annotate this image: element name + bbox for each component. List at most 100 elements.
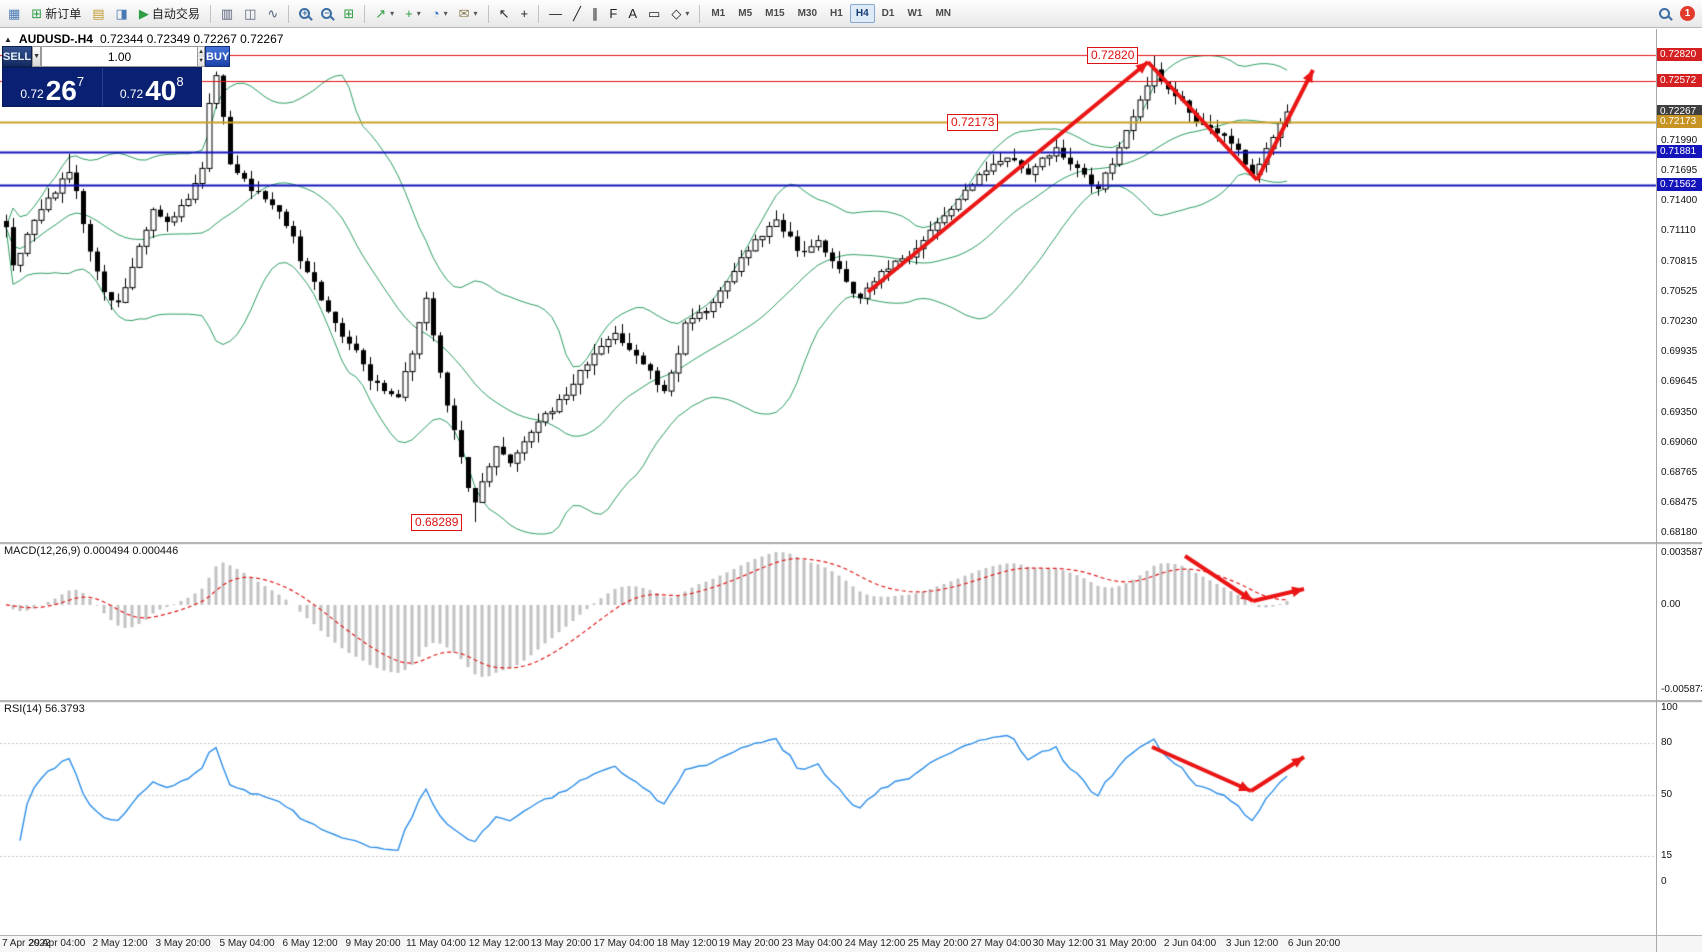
- fibonacci-tool-icon-glyph: F: [609, 6, 618, 21]
- time-axis-label: 7 Apr 2022: [2, 938, 51, 949]
- macd-scale-label: 0.00: [1661, 599, 1681, 610]
- shapes-tool-icon[interactable]: ◇ ▾: [666, 3, 694, 25]
- panel-divider-macd[interactable]: [0, 542, 1702, 545]
- search-icon[interactable]: [1654, 3, 1675, 25]
- crosshair-icon-glyph: +: [520, 6, 529, 21]
- stepper-down-icon[interactable]: ▼: [198, 56, 205, 66]
- zoom-in-icon[interactable]: +: [294, 3, 315, 25]
- timeframe-d1[interactable]: D1: [881, 8, 895, 19]
- timeframe-m30[interactable]: M30: [797, 8, 818, 19]
- timeframe-h4[interactable]: H4: [849, 4, 875, 23]
- magnifier-glyph: +: [299, 8, 311, 19]
- channel-tool-icon[interactable]: ∥: [587, 3, 604, 25]
- add-indicator-icon-glyph: +: [405, 6, 413, 21]
- label-tool-icon-glyph: ▭: [648, 6, 661, 21]
- timeframe-h1[interactable]: H1: [830, 8, 843, 19]
- trendline-tool-icon[interactable]: ╱: [568, 3, 586, 25]
- magnifier-glyph: [1659, 8, 1670, 19]
- price-tag: 0.72572: [1657, 73, 1702, 87]
- order-options-dropdown[interactable]: ▼: [32, 46, 42, 67]
- new-order-button-glyph: ⊞: [31, 6, 43, 21]
- fibonacci-tool-icon[interactable]: F: [604, 3, 622, 25]
- collapse-triangle-icon[interactable]: ▲: [4, 34, 12, 44]
- indicators-icon[interactable]: ↗ ▾: [370, 3, 399, 25]
- price-scale-tick: 0.71695: [1661, 164, 1698, 176]
- shapes-tool-icon-glyph: ◇: [671, 6, 682, 21]
- volume-stepper[interactable]: ▲ ▼: [198, 46, 206, 67]
- tile-windows-icon[interactable]: ⊞: [338, 3, 359, 25]
- line-chart-icon[interactable]: ∿: [262, 3, 283, 25]
- price-annotation[interactable]: 0.72173: [947, 113, 999, 131]
- timeframe-m5[interactable]: M5: [738, 8, 753, 19]
- chevron-down-icon: ▾: [390, 9, 395, 18]
- timeframe-w1[interactable]: W1: [907, 8, 923, 19]
- buy-button[interactable]: BUY: [205, 46, 231, 67]
- timeframe-mn[interactable]: MN: [935, 8, 951, 19]
- toolbar-separator: [699, 4, 701, 23]
- timeframe-m15[interactable]: M15: [765, 8, 785, 19]
- cursor-icon[interactable]: ↖: [494, 3, 515, 25]
- charts-icon[interactable]: ▦: [3, 3, 25, 25]
- price-annotation[interactable]: 0.72820: [1087, 47, 1139, 64]
- volume-input[interactable]: [41, 46, 199, 67]
- toolbar-separator: [538, 4, 540, 23]
- toolbar-separator: [364, 4, 366, 23]
- timeframe-m1[interactable]: M1: [711, 8, 726, 19]
- autotrading-button[interactable]: ▶ 自动交易: [134, 3, 205, 25]
- buy-price-main: 0.72: [119, 87, 144, 101]
- price-scale-tick: 0.69060: [1661, 436, 1698, 448]
- time-axis-label: 25 May 20:00: [907, 938, 969, 949]
- hline-tool-icon[interactable]: —: [544, 3, 567, 25]
- zoom-out-icon[interactable]: −: [316, 3, 337, 25]
- add-indicator-icon[interactable]: + ▾: [400, 3, 426, 25]
- toolbar: ▦ ⊞ 新订单 ▤ ◨ ▶ 自动交易 ▥ ◫ ∿ + − ⊞ ↗ ▾ + ▾ ◔ ▾ ✉ ▾ ↖ + — ╱ ∥ F A ▭ ◇ ▾ M1 M5…: [0, 0, 1702, 28]
- rsi-scale-label: 50: [1661, 789, 1673, 800]
- notification-badge[interactable]: 1: [1680, 6, 1695, 21]
- market-watch-icon[interactable]: ▤: [87, 3, 109, 25]
- panel-divider-rsi[interactable]: [0, 700, 1702, 703]
- price-scale-tick: 0.71990: [1661, 134, 1698, 146]
- sell-price[interactable]: 0.72 26 7: [3, 68, 102, 106]
- crosshair-icon[interactable]: +: [515, 3, 533, 25]
- sell-button[interactable]: SELL: [2, 46, 33, 67]
- candlestick-chart-icon-glyph: ◫: [244, 6, 257, 21]
- candlestick-chart-icon[interactable]: ◫: [239, 3, 261, 25]
- time-axis-label: 3 Jun 12:00: [1225, 938, 1279, 949]
- bar-chart-icon[interactable]: ▥: [216, 3, 238, 25]
- price-tag: 0.71562: [1657, 177, 1702, 191]
- time-axis-label: 2 May 12:00: [92, 938, 148, 949]
- chevron-down-icon: ▼: [33, 53, 41, 60]
- price-scale-tick: 0.68765: [1661, 467, 1698, 479]
- new-order-button[interactable]: ⊞ 新订单: [26, 3, 86, 25]
- sell-price-big: 26: [45, 75, 77, 106]
- label-tool-icon[interactable]: ▭: [643, 3, 665, 25]
- price-scale-tick: 0.71110: [1661, 225, 1696, 237]
- price-tag: 0.72820: [1657, 48, 1702, 61]
- tile-windows-icon-glyph: ⊞: [343, 6, 355, 21]
- time-axis-label: 27 May 04:00: [970, 938, 1032, 949]
- price-annotation[interactable]: 0.68289: [411, 514, 463, 532]
- data-window-icon-glyph: ◨: [115, 6, 128, 21]
- data-window-icon[interactable]: ◨: [111, 3, 133, 25]
- time-axis-label: 6 Jun 20:00: [1287, 938, 1341, 949]
- time-axis[interactable]: [0, 936, 1702, 952]
- chevron-down-icon: ▾: [416, 9, 421, 18]
- price-scale-tick: 0.68180: [1661, 527, 1698, 539]
- symbol-ohlc: 0.72344 0.72349 0.72267 0.72267: [99, 32, 284, 46]
- time-axis-label: 17 May 04:00: [593, 938, 655, 949]
- buy-price[interactable]: 0.72 40 8: [101, 68, 202, 106]
- hline-tool-icon-glyph: —: [549, 6, 563, 21]
- bid-ask-display: 0.72 26 7 0.72 40 8: [2, 67, 202, 107]
- time-axis-label: 9 May 20:00: [345, 938, 401, 949]
- time-axis-label: 29 Apr 04:00: [28, 938, 86, 949]
- cycles-icon[interactable]: ◔ ▾: [427, 3, 453, 25]
- stepper-up-icon[interactable]: ▲: [198, 47, 205, 57]
- buy-price-pip: 8: [176, 74, 184, 89]
- price-scale-divider[interactable]: [1656, 29, 1657, 952]
- text-tool-icon[interactable]: A: [623, 3, 642, 25]
- email-icon[interactable]: ✉ ▾: [454, 3, 483, 25]
- rsi-label: RSI(14) 56.3793: [4, 703, 85, 715]
- price-scale-tick: 0.69935: [1661, 346, 1698, 358]
- time-axis-label: 5 May 04:00: [219, 938, 275, 949]
